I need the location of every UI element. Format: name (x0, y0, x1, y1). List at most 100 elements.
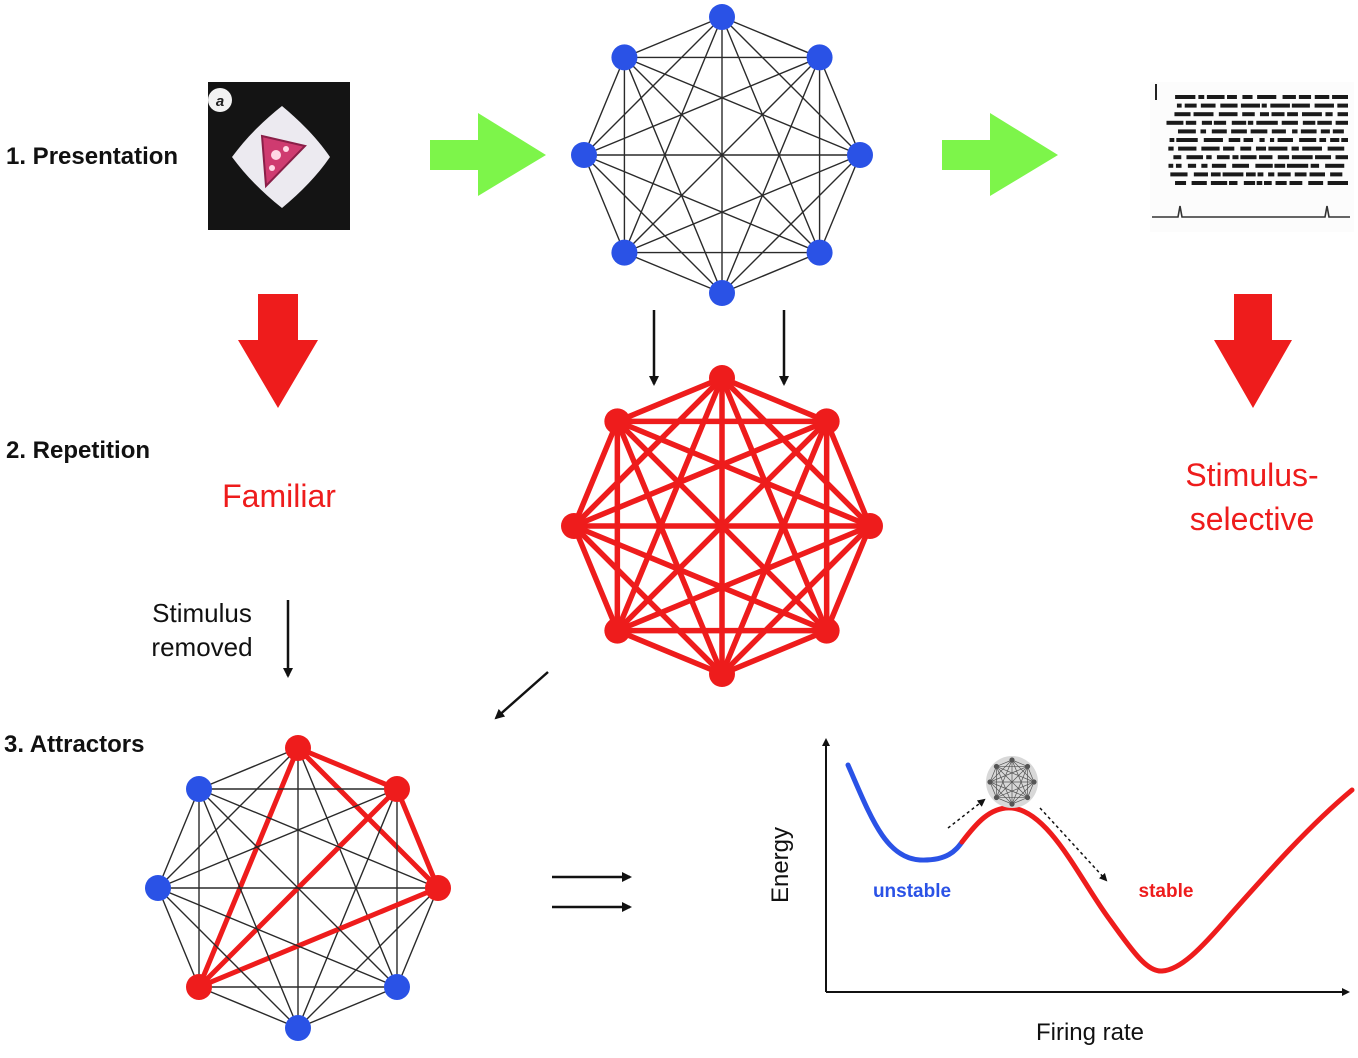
spike-train (1271, 129, 1286, 134)
spike-train (1335, 155, 1348, 160)
spike-train (1174, 112, 1191, 117)
spike-train (1203, 138, 1223, 142)
removed-label-line1: Stimulus (152, 598, 252, 628)
network-potentiated (561, 365, 883, 687)
spike-train (1263, 181, 1272, 185)
spike-train (1206, 95, 1225, 99)
spike-train (1259, 112, 1269, 117)
spike-train (1315, 155, 1332, 160)
familiar-label: Familiar (222, 478, 336, 514)
spike-train (1320, 129, 1330, 134)
neuron-node (611, 239, 638, 266)
spike-train (1186, 155, 1204, 160)
spike-train (1337, 112, 1348, 117)
network-edge (823, 418, 873, 529)
spike-train (1302, 120, 1316, 125)
spike-train (1294, 172, 1307, 177)
network-edge (583, 154, 821, 254)
spike-train (1308, 181, 1324, 185)
mini-network-node (1009, 801, 1015, 807)
spike-train (1250, 129, 1268, 134)
network-edge (818, 56, 861, 156)
network-edge (719, 375, 830, 425)
spike-train (1314, 95, 1330, 99)
neuron-node (813, 408, 840, 435)
mini-network-edge (1027, 766, 1035, 783)
spike-train (1282, 95, 1296, 99)
mini-network-edge (1011, 759, 1028, 767)
mini-network-node (1031, 779, 1037, 785)
spike-train (1177, 129, 1196, 134)
network-edge (157, 788, 200, 889)
spike-train (1223, 146, 1235, 151)
network-edge (297, 986, 398, 1029)
mini-network-edge (996, 766, 1028, 798)
network-edge (719, 627, 830, 677)
unstable-curve (845, 762, 965, 863)
network-edge (198, 747, 299, 790)
stable-label: stable (1139, 881, 1194, 902)
spike-train (1232, 163, 1250, 168)
network-edge (157, 887, 200, 988)
spike-train (1257, 172, 1264, 177)
step-repetition-label: 2. Repetition (6, 437, 150, 464)
network-edge (614, 418, 725, 677)
neuron-node (383, 973, 410, 1000)
spike-train (1256, 120, 1278, 125)
spike-train (1240, 155, 1257, 160)
badge-circle (208, 88, 232, 112)
neuron-node (186, 973, 213, 1000)
mini-network-ball (986, 756, 1038, 808)
spike-train (1201, 120, 1212, 125)
spike-train (1178, 146, 1197, 151)
spike-train (1175, 95, 1196, 99)
spike-train (1309, 172, 1326, 177)
spike-train (1185, 120, 1197, 125)
spike-train (1168, 146, 1174, 151)
network-edge (571, 523, 621, 634)
spike-train (1291, 146, 1299, 151)
neuron-node (145, 875, 171, 901)
network-edge (196, 885, 441, 990)
spike-train (1216, 155, 1230, 160)
network-edge (623, 56, 821, 254)
spike-train (1301, 112, 1322, 117)
unstable-label: unstable (873, 881, 951, 902)
spike-train (1269, 138, 1275, 142)
neuron-node (571, 142, 597, 168)
spike-train (1337, 103, 1348, 108)
dotted-arrow-up (947, 798, 986, 829)
spike-train (1229, 181, 1238, 185)
spike-train (1255, 163, 1273, 168)
step-presentation-label: 1. Presentation (6, 143, 178, 170)
spike-train (1243, 181, 1256, 185)
step-attractors-label: 3. Attractors (4, 731, 144, 758)
spike-train (1227, 95, 1237, 99)
spike-train (1240, 103, 1260, 108)
spike-train (1289, 181, 1303, 185)
spike-train (1330, 172, 1343, 177)
mini-network-edge (989, 781, 997, 798)
neuron-node (709, 4, 735, 30)
spike-train (1191, 181, 1207, 185)
spike-train (1166, 120, 1184, 125)
neuron-node (813, 617, 840, 644)
spike-train (1243, 138, 1254, 142)
spike-train (1211, 163, 1227, 168)
removed-label-line2: removed (151, 632, 252, 662)
network-edge (614, 418, 830, 634)
network-edge (583, 154, 723, 294)
network-edge (297, 788, 398, 1029)
network-edge (157, 887, 398, 988)
mini-network-node (1024, 794, 1031, 801)
network-edge (196, 745, 301, 990)
spike-train (1175, 181, 1187, 185)
mini-network-edge (989, 781, 1013, 805)
spike-train (1291, 103, 1310, 108)
spike-train (1277, 155, 1290, 160)
neuron-node (709, 365, 735, 391)
network-edge (571, 523, 725, 677)
spike-train (1259, 138, 1265, 142)
network-edge (721, 16, 821, 254)
